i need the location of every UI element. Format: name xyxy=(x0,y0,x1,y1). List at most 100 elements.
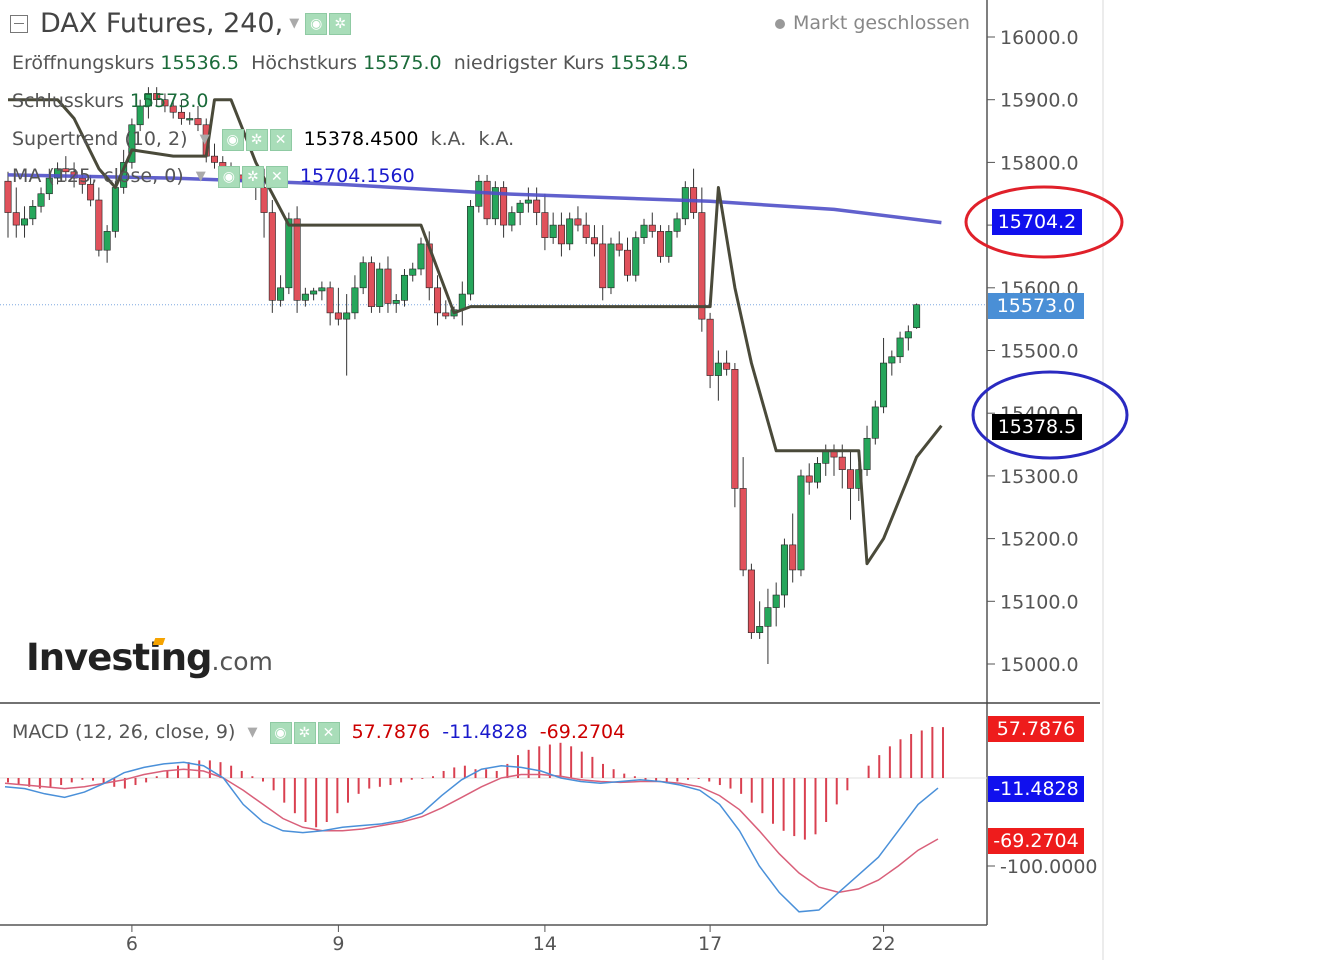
candle[interactable] xyxy=(21,206,29,238)
candle[interactable] xyxy=(632,231,640,282)
candle[interactable] xyxy=(698,187,706,332)
candle[interactable] xyxy=(95,187,103,257)
candle[interactable] xyxy=(268,200,276,313)
candle[interactable] xyxy=(458,281,466,326)
candle[interactable] xyxy=(211,143,219,169)
candle[interactable] xyxy=(376,262,384,313)
gear-icon[interactable]: ✲ xyxy=(245,128,268,151)
candle[interactable] xyxy=(326,281,334,326)
candle[interactable] xyxy=(194,105,202,132)
candle[interactable] xyxy=(566,212,574,251)
candle[interactable] xyxy=(310,287,318,301)
candle[interactable] xyxy=(780,538,788,608)
candle[interactable] xyxy=(500,181,508,238)
macd-signal-line[interactable] xyxy=(4,768,939,894)
candle[interactable] xyxy=(45,168,53,201)
candle[interactable] xyxy=(871,400,879,445)
gear-icon[interactable]: ✲ xyxy=(241,165,264,188)
candle[interactable] xyxy=(805,463,813,495)
candle[interactable] xyxy=(409,262,417,282)
chevron-down-icon[interactable]: ▼ xyxy=(195,169,206,184)
candle[interactable] xyxy=(797,469,805,577)
candle[interactable] xyxy=(772,582,780,627)
gear-icon[interactable]: ✲ xyxy=(329,12,352,35)
candle[interactable] xyxy=(400,268,408,307)
candle[interactable] xyxy=(590,225,598,257)
candle[interactable] xyxy=(111,181,119,238)
close-icon[interactable]: ✕ xyxy=(269,128,292,151)
ma-125-line[interactable] xyxy=(7,173,942,225)
candle[interactable] xyxy=(508,206,516,232)
candle[interactable] xyxy=(607,237,615,295)
candle[interactable] xyxy=(277,275,285,307)
candle[interactable] xyxy=(863,425,871,476)
candle[interactable] xyxy=(681,181,689,226)
candle[interactable] xyxy=(789,513,797,583)
candle[interactable] xyxy=(128,118,136,169)
candle[interactable] xyxy=(87,174,95,207)
candle[interactable] xyxy=(673,212,681,238)
candle[interactable] xyxy=(417,237,425,276)
candle[interactable] xyxy=(706,312,714,389)
candle[interactable] xyxy=(169,99,177,119)
candle[interactable] xyxy=(714,350,722,401)
candle[interactable] xyxy=(384,256,392,313)
candle[interactable] xyxy=(880,337,888,414)
candle[interactable] xyxy=(343,294,351,376)
candle[interactable] xyxy=(4,171,12,238)
gear-icon[interactable]: ✲ xyxy=(293,721,316,744)
candle[interactable] xyxy=(153,87,161,106)
candle[interactable] xyxy=(822,444,830,476)
chevron-down-icon[interactable]: ▼ xyxy=(199,132,210,147)
candle[interactable] xyxy=(896,331,904,364)
candle[interactable] xyxy=(301,287,309,307)
candle[interactable] xyxy=(491,181,499,226)
candle[interactable] xyxy=(12,187,20,238)
candle[interactable] xyxy=(359,256,367,295)
macd-label[interactable]: MACD (12, 26, close, 9) xyxy=(12,721,236,743)
candle[interactable] xyxy=(54,162,62,185)
candle[interactable] xyxy=(574,206,582,232)
ma-label[interactable]: MA (125, close, 0) xyxy=(12,165,184,187)
macd-line[interactable] xyxy=(4,761,939,913)
candle[interactable] xyxy=(549,212,557,244)
candle[interactable] xyxy=(690,168,698,219)
candle[interactable] xyxy=(186,112,194,125)
candle[interactable] xyxy=(756,601,764,639)
candle[interactable] xyxy=(648,212,656,238)
candle[interactable] xyxy=(739,457,747,577)
chevron-down-icon[interactable]: ▼ xyxy=(289,16,300,31)
candle[interactable] xyxy=(516,200,524,226)
candle[interactable] xyxy=(830,444,838,476)
eye-icon[interactable]: ◉ xyxy=(269,721,292,744)
candle[interactable] xyxy=(764,588,772,664)
candle[interactable] xyxy=(524,187,532,213)
supertrend-label[interactable]: Supertrend (10, 2) xyxy=(12,128,188,150)
candle[interactable] xyxy=(367,256,375,313)
candle[interactable] xyxy=(657,225,665,263)
candle[interactable] xyxy=(483,174,491,226)
candle[interactable] xyxy=(847,450,855,520)
candle[interactable] xyxy=(747,563,755,639)
eye-icon[interactable]: ◉ xyxy=(217,165,240,188)
candle[interactable] xyxy=(177,99,185,125)
eye-icon[interactable]: ◉ xyxy=(305,12,328,35)
candle[interactable] xyxy=(582,212,590,244)
candle[interactable] xyxy=(161,93,169,113)
candle[interactable] xyxy=(599,225,607,301)
candle[interactable] xyxy=(640,218,648,244)
candle[interactable] xyxy=(37,187,45,213)
candle[interactable] xyxy=(334,287,342,326)
symbol-title[interactable]: DAX Futures, 240, xyxy=(40,8,284,39)
candle[interactable] xyxy=(434,275,442,326)
candle[interactable] xyxy=(665,225,673,263)
candle[interactable] xyxy=(723,350,731,376)
supertrend-line[interactable] xyxy=(8,98,943,566)
candle[interactable] xyxy=(813,457,821,489)
candle[interactable] xyxy=(442,300,450,320)
candle[interactable] xyxy=(467,200,475,301)
candle[interactable] xyxy=(351,275,359,320)
candle[interactable] xyxy=(904,325,912,351)
candle[interactable] xyxy=(103,225,111,263)
candle[interactable] xyxy=(144,87,152,119)
